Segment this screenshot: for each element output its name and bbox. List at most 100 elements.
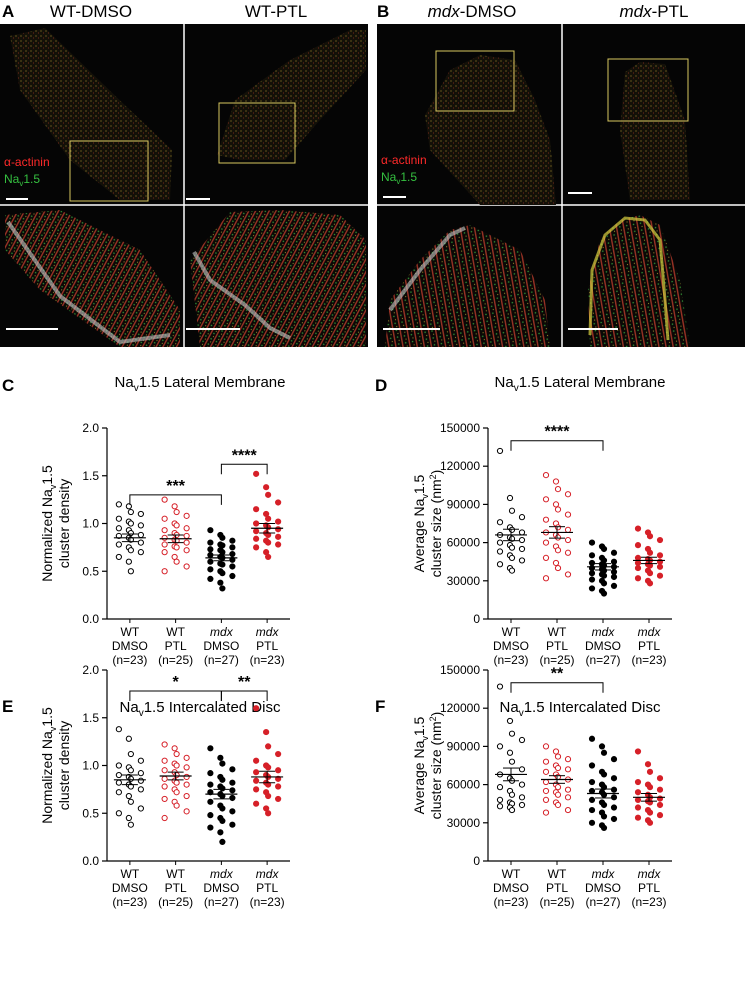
data-point (217, 754, 224, 761)
y-axis-label-part: 1.5 (411, 716, 427, 736)
data-point (588, 762, 596, 769)
data-point (634, 814, 642, 821)
data-point (564, 794, 572, 801)
y-axis-label-part: 1.5 (39, 707, 55, 727)
legend-actinin-b: α-actinin (381, 153, 427, 167)
x-tick-label: DMSO (203, 639, 239, 653)
panel-letter-f: F (375, 697, 385, 716)
panel-letter-b: B (377, 2, 389, 21)
y-axis-label-part: Normalized Na (39, 731, 55, 824)
x-tick-label: WT (121, 867, 140, 881)
chart-title-sub: v (514, 383, 519, 394)
x-tick-label: DMSO (493, 881, 529, 895)
data-point (542, 758, 550, 765)
data-point (634, 525, 642, 532)
x-tick-label: WT (121, 625, 140, 639)
data-point (518, 794, 526, 801)
cell-mdx-dmso (425, 55, 556, 205)
data-point (275, 526, 282, 533)
data-point (275, 783, 282, 790)
data-point (207, 824, 214, 831)
data-point (207, 527, 214, 534)
data-point (496, 447, 504, 455)
data-point (634, 575, 642, 582)
data-point (600, 572, 608, 579)
data-point (552, 559, 560, 567)
data-point (137, 777, 144, 784)
zoom-mdx-dmso (385, 225, 550, 347)
data-point (275, 541, 282, 548)
data-point (600, 545, 608, 553)
data-point (554, 791, 562, 798)
data-point (588, 576, 596, 583)
data-point (634, 559, 642, 567)
significance-label: **** (545, 424, 571, 441)
data-point (265, 792, 272, 800)
data-point (518, 545, 526, 553)
data-point (610, 775, 618, 782)
data-point (161, 568, 168, 575)
data-point (183, 525, 190, 532)
data-point (161, 515, 168, 522)
data-point (542, 554, 550, 561)
data-point (183, 754, 190, 761)
x-tick-label-n: (n=25) (158, 653, 193, 667)
x-tick-label: WT (166, 867, 185, 881)
legend-actinin-a: α-actinin (4, 155, 50, 169)
data-point (137, 539, 144, 546)
data-point (219, 534, 226, 541)
data-point (229, 787, 236, 794)
x-tick-label: mdx (256, 867, 280, 881)
significance-label: *** (166, 478, 185, 495)
data-point (518, 766, 526, 773)
data-point (173, 508, 180, 516)
data-point (554, 506, 562, 513)
data-point (219, 585, 226, 592)
data-point (229, 550, 236, 558)
y-tick-label: 2.0 (82, 663, 99, 677)
data-point (161, 757, 168, 764)
x-tick-label: WT (548, 625, 567, 639)
chart-title: Nav1.5 Lateral Membrane (495, 374, 666, 394)
chart-title-sub: v (519, 708, 524, 719)
y-tick-label: 0.5 (82, 806, 99, 820)
data-point (600, 749, 608, 756)
data-point (275, 795, 282, 803)
data-point (542, 787, 550, 795)
data-point (265, 810, 272, 817)
data-point (610, 815, 618, 823)
data-point (588, 819, 596, 826)
data-point (173, 558, 180, 565)
data-point (552, 748, 560, 755)
data-point (588, 778, 596, 786)
significance-bracket (510, 440, 604, 451)
panel-a: A WT-DMSO WT-PTL α-actinin Nav1.5 (0, 2, 368, 347)
data-point (183, 539, 190, 546)
zoom-box-mdx-ptl (607, 58, 689, 122)
y-tick-label: 0 (473, 612, 480, 626)
y-axis-label: Average Nav1.5 (411, 474, 430, 572)
chart-title-part: 1.5 Intercalated Disc (524, 699, 661, 716)
chart-title-part: 1.5 Intercalated Disc (144, 699, 281, 716)
data-point (137, 522, 144, 529)
data-point (634, 804, 642, 811)
data-point (554, 784, 562, 791)
data-point (588, 559, 596, 567)
data-point (207, 575, 214, 582)
data-point (229, 779, 236, 786)
data-point (115, 771, 122, 779)
data-point (496, 803, 504, 810)
data-point (161, 783, 168, 790)
data-point (253, 520, 260, 527)
data-point (229, 766, 236, 773)
data-point (253, 535, 260, 542)
data-point (229, 537, 236, 544)
data-point (265, 539, 272, 546)
data-point (207, 551, 214, 559)
y-tick-label: 1.5 (82, 711, 99, 725)
data-point (564, 571, 572, 578)
data-point (161, 527, 168, 534)
data-point (542, 472, 550, 479)
data-point (229, 556, 236, 563)
data-point (115, 515, 122, 522)
